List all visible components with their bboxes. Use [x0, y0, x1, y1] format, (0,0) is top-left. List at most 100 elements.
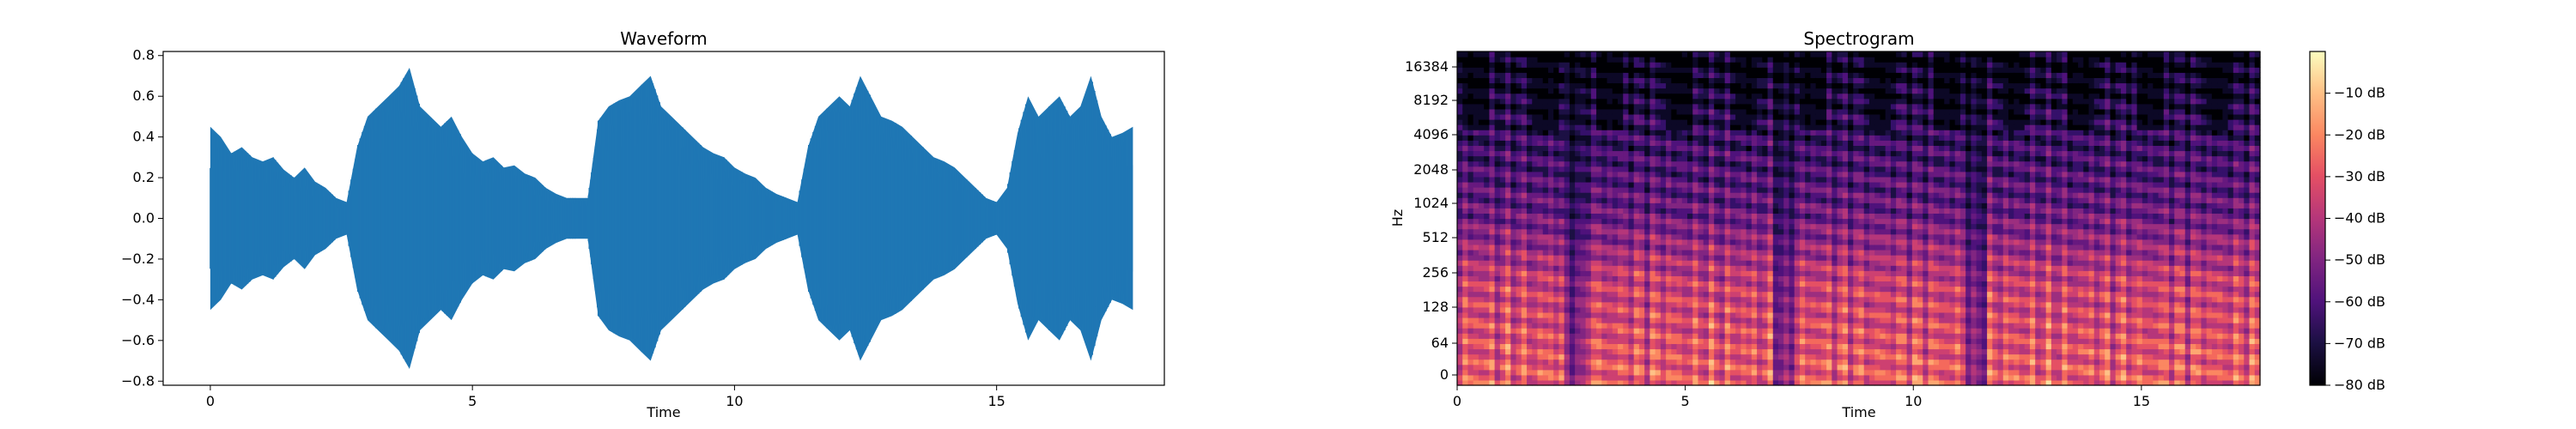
spectrogram-cell	[1628, 130, 1635, 136]
spectrogram-cell	[1692, 98, 1699, 105]
spectrogram-cell	[1649, 353, 1656, 360]
spectrogram-cell	[1521, 93, 1528, 100]
spectrogram-cell	[1746, 140, 1753, 147]
spectrogram-cell	[1499, 223, 1506, 230]
spectrogram-cell	[1671, 113, 1678, 120]
spectrogram-cell	[1590, 72, 1597, 78]
spectrogram-cell	[1499, 77, 1506, 84]
spectrogram-cell	[1671, 255, 1678, 261]
spectrogram-cell	[1484, 113, 1490, 120]
spectrogram-image	[1457, 51, 2261, 386]
spectrogram-cell	[1457, 82, 1463, 89]
spectrogram-cell	[1569, 359, 1576, 366]
spectrogram-cell	[1703, 171, 1710, 178]
spectrogram-cell	[1494, 239, 1501, 245]
spectrogram-cell	[1655, 223, 1662, 230]
spectrogram-cell	[1660, 260, 1667, 266]
spectrogram-cell	[1681, 51, 1688, 57]
spectrogram-cell	[1569, 323, 1576, 329]
spectrogram-cell	[1575, 213, 1581, 220]
waveform-signal	[210, 68, 1133, 369]
spectrogram-cell	[1633, 311, 1640, 318]
spectrogram-cell	[1553, 244, 1560, 251]
spectrogram-cell	[1499, 265, 1506, 271]
spectrogram-cell	[1724, 119, 1731, 125]
spectrogram-cell	[1676, 265, 1683, 271]
spectrogram-cell	[1467, 239, 1474, 245]
spectrogram-cell	[1547, 223, 1554, 230]
spectrogram-cell	[1698, 286, 1704, 293]
spectrogram-cell	[1494, 306, 1501, 313]
spectrogram-cell	[1607, 275, 1613, 282]
spectrogram-cell	[1505, 202, 1511, 208]
spectrogram-cell	[1467, 359, 1474, 366]
spectrogram-cell	[1623, 72, 1630, 78]
spectrogram-cell	[1580, 67, 1587, 73]
spectrogram-cell	[1547, 130, 1554, 136]
spectrogram-cell	[1607, 103, 1613, 110]
spectrogram-cell	[1484, 306, 1490, 313]
spectrogram-cell	[1516, 223, 1522, 230]
spectrogram-cell	[1746, 160, 1753, 167]
spectrogram-cell	[1457, 51, 1463, 57]
spectrogram-cell	[1499, 286, 1506, 293]
spectrogram-cell	[1505, 265, 1511, 271]
spectrogram-cell	[1655, 103, 1662, 110]
spectrogram-cell	[1714, 197, 1721, 203]
spectrogram-cell	[1489, 72, 1496, 78]
spectrogram-cell	[1462, 140, 1469, 147]
spectrogram-cell	[1499, 166, 1506, 172]
spectrogram-cell	[1596, 348, 1602, 355]
spectrogram-cell	[1467, 260, 1474, 266]
spectrogram-cell	[1618, 88, 1624, 94]
spectrogram-cell	[1708, 233, 1715, 240]
spectrogram-cell	[1585, 135, 1592, 141]
spectrogram-cell	[1633, 213, 1640, 220]
spectrogram-cell	[1757, 249, 1763, 256]
spectrogram-cell	[1612, 202, 1619, 208]
spectrogram-cell	[1575, 150, 1581, 157]
spectrogram-cell	[1644, 265, 1650, 271]
spectrogram-cell	[1628, 311, 1635, 318]
spectrogram-cell	[1714, 166, 1721, 172]
spectrogram-cell	[1516, 338, 1522, 344]
spectrogram-cell	[1457, 72, 1463, 78]
spectrogram-cell	[1473, 311, 1479, 318]
spectrogram-cell	[1467, 353, 1474, 360]
spectrogram-cell	[1457, 135, 1463, 141]
spectrogram-cell	[1714, 343, 1721, 350]
spectrogram-cell	[1644, 218, 1650, 225]
spectrogram-cell	[1489, 166, 1496, 172]
spectrogram-cell	[1687, 328, 1693, 334]
spectrogram-cell	[1553, 255, 1560, 261]
spectrogram-cell	[1729, 130, 1736, 136]
spectrogram-cell	[1494, 57, 1501, 63]
spectrogram-cell	[1564, 166, 1571, 172]
spectrogram-cell	[1751, 176, 1758, 183]
spectrogram-cell	[1596, 233, 1602, 240]
spectrogram-cell	[1633, 228, 1640, 235]
spectrogram-cell	[1532, 176, 1539, 183]
spectrogram-cell	[1708, 291, 1715, 298]
spectrogram-cell	[1618, 140, 1624, 147]
spectrogram-cell	[1671, 160, 1678, 167]
spectrogram-cell	[1703, 140, 1710, 147]
spectrogram-cell	[1638, 343, 1645, 350]
spectrogram-cell	[1660, 88, 1667, 94]
spectrogram-cell	[1671, 130, 1678, 136]
spectrogram-cell	[1714, 51, 1721, 57]
spectrogram-cell	[1569, 77, 1576, 84]
spectrogram-cell	[1547, 119, 1554, 125]
spectrogram-cell	[1575, 77, 1581, 84]
spectrogram-cell	[1708, 98, 1715, 105]
spectrogram-cell	[1532, 72, 1539, 78]
spectrogram-cell	[1478, 338, 1485, 344]
spectrogram-cell	[1671, 311, 1678, 318]
spectrogram-cell	[1590, 166, 1597, 172]
spectrogram-cell	[1516, 291, 1522, 298]
spectrogram-cell	[1708, 51, 1715, 57]
spectrogram-cell	[1676, 275, 1683, 282]
spectrogram-cell	[1671, 155, 1678, 162]
spectrogram-cell	[1478, 181, 1485, 188]
spectrogram-cell	[1714, 103, 1721, 110]
